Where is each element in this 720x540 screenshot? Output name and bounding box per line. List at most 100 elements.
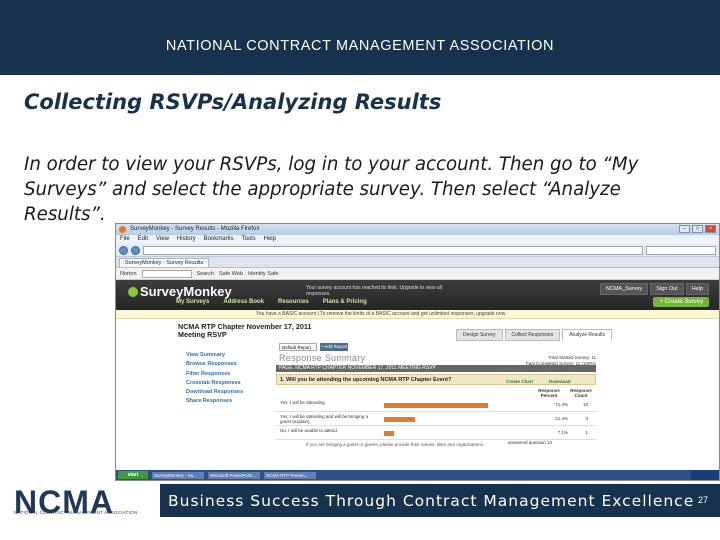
- menu-history[interactable]: History: [176, 236, 196, 242]
- create-chart-button[interactable]: Create Chart: [506, 379, 534, 384]
- ncma-logo: NCMA: [14, 484, 154, 520]
- menu-bar: File Edit View History Bookmarks Tools H…: [116, 235, 719, 244]
- start-button[interactable]: start: [118, 471, 148, 479]
- answered-label: answered question: [508, 440, 546, 445]
- site-nav: My Surveys Address Book Resources Plans …: [176, 299, 367, 305]
- answer-bar: [384, 431, 394, 436]
- taskbar-item-powerpoint[interactable]: Microsoft PowerPoint...: [208, 471, 260, 479]
- browser-screenshot: SurveyMonkey - Survey Results - Mozilla …: [115, 223, 720, 481]
- slide-body-text: In order to view your RSVPs, log in to y…: [24, 154, 639, 225]
- nav-my-surveys[interactable]: My Surveys: [176, 299, 210, 305]
- sign-out-button[interactable]: Sign Out: [650, 283, 684, 295]
- tab-survey-results[interactable]: SurveyMonkey - Survey Results: [119, 258, 210, 267]
- download-button[interactable]: Download: [549, 379, 571, 384]
- tagline-band: Business Success Through Contract Manage…: [160, 484, 720, 517]
- navigation-bar: [116, 244, 719, 257]
- back-icon[interactable]: [119, 245, 128, 255]
- nav-plans-pricing[interactable]: Plans & Pricing: [322, 299, 367, 305]
- answered-question-footer: answered question 14: [508, 440, 552, 445]
- account-menu-button[interactable]: NCMA_Survey: [599, 283, 649, 295]
- help-button[interactable]: Help: [685, 283, 709, 295]
- forward-icon[interactable]: [131, 245, 140, 255]
- survey-title-line1: NCMA RTP Chapter November 17, 2011: [178, 322, 312, 331]
- results-main: Default Report + Add Report Response Sum…: [276, 343, 606, 447]
- answer-bar: [384, 417, 415, 422]
- close-icon[interactable]: ×: [705, 225, 716, 233]
- report-dropdown[interactable]: Default Report: [279, 343, 317, 351]
- menu-view[interactable]: View: [156, 236, 169, 242]
- answered-count: 14: [547, 440, 553, 445]
- window-titlebar: SurveyMonkey - Survey Results - Mozilla …: [116, 224, 719, 235]
- sidebar-item-download-responses[interactable]: Download Responses: [186, 389, 244, 396]
- answer-row: No, I will be unable to attend. 7.1% 1: [276, 426, 596, 440]
- answer-percent: 21.4%: [555, 416, 568, 421]
- browser-search-input[interactable]: [646, 245, 716, 255]
- answer-percent: 7.1%: [557, 430, 568, 435]
- toolbar-search-input[interactable]: [141, 270, 192, 278]
- menu-edit[interactable]: Edit: [137, 236, 149, 242]
- create-survey-button[interactable]: + Create Survey: [653, 297, 709, 307]
- response-summary-heading: Response Summary: [279, 353, 366, 363]
- promo-text: Your survey account has reached its limi…: [306, 285, 442, 297]
- survey-totals: Total Started Survey: 11 Total Completed…: [525, 355, 596, 366]
- window-controls: – □ ×: [679, 225, 716, 233]
- account-buttons: NCMA_Survey Sign Out Help: [599, 283, 709, 295]
- menu-help[interactable]: Help: [263, 236, 276, 242]
- col-response-percent: Response Percent: [538, 388, 560, 398]
- question-header: 1. Will you be attending the upcoming NC…: [276, 374, 596, 385]
- org-name: NATIONAL CONTRACT MANAGEMENT ASSOCIATION: [165, 38, 555, 54]
- nav-resources[interactable]: Resources: [278, 299, 309, 305]
- ncma-logo-text: NCMA: [14, 484, 114, 520]
- tab-design-survey[interactable]: Design Survey: [456, 329, 503, 341]
- maximize-icon[interactable]: □: [692, 225, 703, 233]
- nav-address-book[interactable]: Address Book: [223, 299, 265, 305]
- survey-view-tabs: Design Survey Collect Responses Analyze …: [456, 329, 613, 341]
- minimize-icon[interactable]: –: [679, 225, 690, 233]
- sidebar-item-filter-responses[interactable]: Filter Responses: [186, 370, 231, 377]
- answer-row: Yes, I will be attending and will be bri…: [276, 412, 596, 426]
- sidebar-item-crosstab-responses[interactable]: Crosstab Responses: [186, 379, 241, 386]
- ncma-logo-tagline: NATIONAL CONTRACT MANAGEMENT ASSOCIATION: [14, 510, 138, 515]
- total-started: Total Started Survey: 11: [548, 355, 596, 360]
- survey-title-line2: Meeting RSVP: [178, 330, 227, 339]
- menu-file[interactable]: File: [120, 236, 130, 242]
- norton-toolbar: Norton Search Safe Web Identity Safe: [116, 268, 719, 280]
- answer-row: Yes, I will be attending. 71.4% 10: [276, 398, 596, 412]
- surveymonkey-logo[interactable]: SurveyMonkey: [128, 284, 232, 299]
- answer-count: 3: [585, 416, 588, 421]
- tab-collect-responses[interactable]: Collect Responses: [504, 329, 561, 341]
- sidebar-item-view-summary[interactable]: View Summary: [186, 352, 226, 358]
- sidebar-item-browse-responses[interactable]: Browse Responses: [186, 361, 237, 368]
- surveymonkey-header: SurveyMonkey Your survey account has rea…: [116, 280, 719, 310]
- tab-analyze-results[interactable]: Analyze Results: [562, 329, 613, 341]
- header-band: NATIONAL CONTRACT MANAGEMENT ASSOCIATION: [0, 0, 720, 75]
- tab-strip: SurveyMonkey - Survey Results: [116, 257, 719, 268]
- response-column-headers: Response Percent Response Count: [276, 388, 596, 398]
- menu-bookmarks[interactable]: Bookmarks: [203, 236, 234, 242]
- toolbar-norton[interactable]: Norton: [120, 271, 137, 277]
- footer-tagline: Business Success Through Contract Manage…: [168, 492, 695, 510]
- answer-percent: 71.4%: [555, 402, 568, 407]
- survey-results-body: NCMA RTP Chapter November 17, 2011 Meeti…: [116, 319, 719, 450]
- address-bar[interactable]: [143, 245, 643, 255]
- taskbar-item-surveymonkey[interactable]: SurveyMonkey - Su...: [152, 471, 204, 479]
- window-title: SurveyMonkey - Survey Results - Mozilla …: [130, 226, 260, 232]
- taskbar-item-presentation[interactable]: NCMA RTP Presen...: [264, 471, 316, 479]
- toolbar-identity-safe[interactable]: Identity Safe: [248, 271, 279, 277]
- add-report-button[interactable]: + Add Report: [320, 343, 348, 351]
- sidebar-item-share-responses[interactable]: Share Responses: [186, 398, 233, 405]
- page-number: 27: [697, 495, 708, 505]
- slide-title: Collecting RSVPs/Analyzing Results: [24, 90, 442, 114]
- col-response-count: Response Count: [570, 388, 592, 398]
- page-selector[interactable]: PAGE: NCMA RTP CHAPTER NOVEMBER 17, 2011…: [276, 365, 596, 372]
- other-responses-note[interactable]: If you are bringing a guest or guests, p…: [306, 442, 485, 447]
- toolbar-safe-web[interactable]: Safe Web: [218, 271, 244, 277]
- taskbar-clock: [691, 470, 719, 480]
- answer-label: No, I will be unable to attend.: [280, 428, 339, 433]
- answer-count: 1: [585, 430, 588, 435]
- answer-label: Yes, I will be attending.: [280, 400, 326, 405]
- basic-account-banner: You have a BASIC account | To remove the…: [116, 310, 719, 319]
- windows-taskbar: start SurveyMonkey - Su... Microsoft Pow…: [116, 470, 719, 480]
- menu-tools[interactable]: Tools: [241, 236, 256, 242]
- toolbar-search[interactable]: Search: [196, 271, 214, 277]
